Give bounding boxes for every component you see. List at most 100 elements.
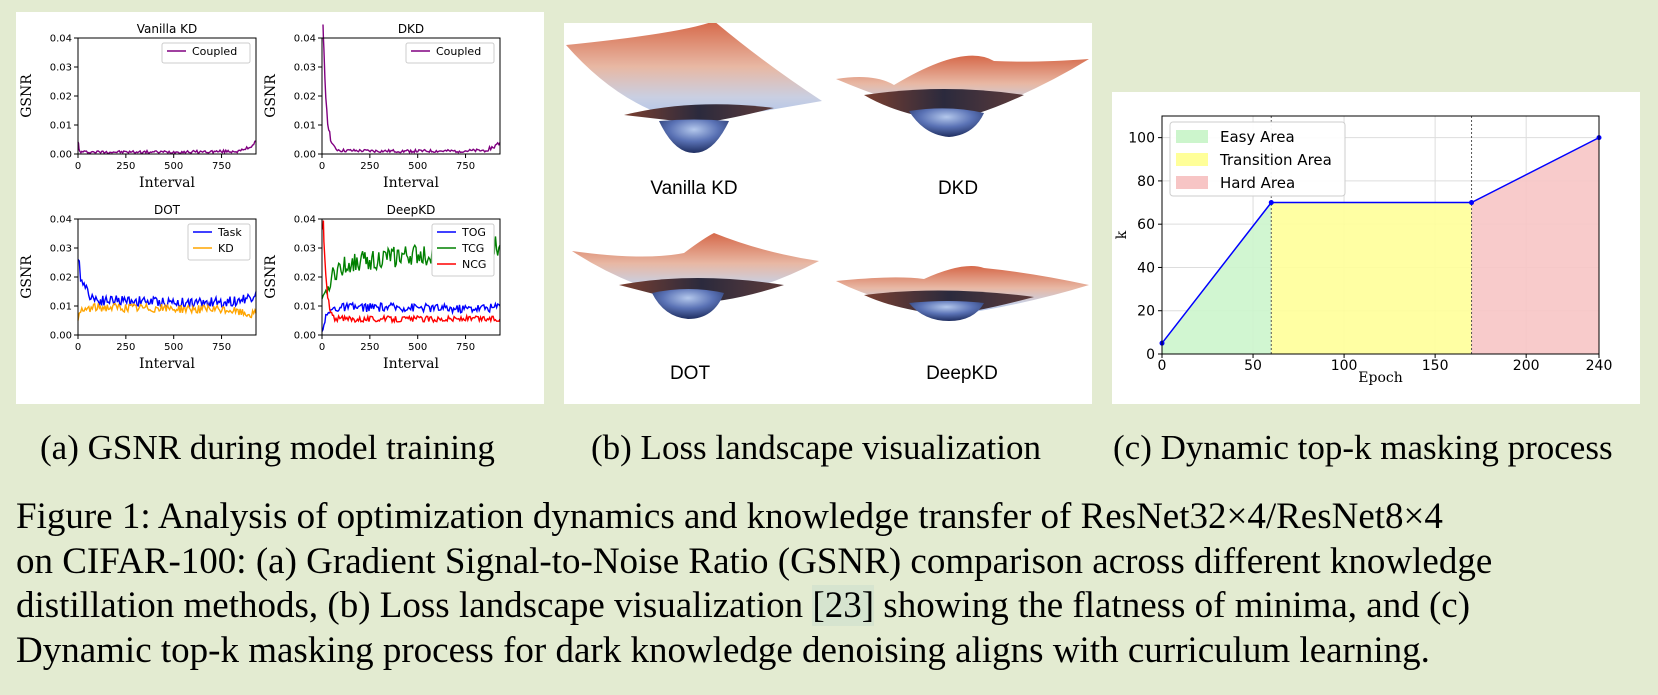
y-axis-label: k [1114, 230, 1130, 239]
legend-label: Coupled [436, 45, 481, 58]
y-tick-label: 0.02 [294, 92, 316, 103]
legend-box [161, 42, 251, 64]
region-transition-area [1271, 202, 1472, 354]
y-tick-label: 0.04 [50, 34, 72, 45]
series-line-task [77, 258, 257, 311]
caption-line-3a: distillation methods, (b) Loss landscape… [16, 585, 813, 626]
topk-point [1268, 200, 1274, 206]
y-tick-label: 0.02 [50, 273, 72, 284]
topk-plot: 0 20 40 60 80 100 0 50 100 150 200 240 Epoch k Easy Ar… [1114, 115, 1613, 386]
panel-c-topk: 0 20 40 60 80 100 0 50 100 150 200 240 Epoch k Easy Ar… [1112, 92, 1640, 404]
x-tick-label: 240 [1586, 358, 1613, 374]
figure-caption: Figure 1: Analysis of optimization dynam… [16, 495, 1646, 673]
legend: Coupled [405, 42, 495, 64]
gsnr-charts: Vanilla KD 0.00 0.01 0.02 0.03 0.04 0 250 500 750… [19, 22, 501, 372]
citation-link[interactable]: [23] [812, 585, 875, 626]
subplot-0: Vanilla KD 0.00 0.01 0.02 0.03 0.04 0 250 500 750… [19, 22, 257, 191]
y-tick-label: 0 [1146, 347, 1155, 363]
x-tick-label: 500 [164, 161, 183, 172]
y-tick-label: 0.01 [50, 302, 72, 313]
legend-swatch [1176, 130, 1208, 143]
surface-dot [572, 233, 819, 319]
legend-label: Easy Area [1220, 128, 1295, 146]
x-tick-label: 0 [319, 161, 325, 172]
surface-deepkd [836, 266, 1089, 321]
y-tick-label: 0.04 [294, 215, 316, 226]
x-tick-label: 750 [212, 342, 231, 353]
y-tick-label: 0.03 [294, 244, 316, 255]
x-tick-label: 0 [75, 161, 81, 172]
x-tick-label: 500 [164, 342, 183, 353]
x-axis-label: Interval [139, 175, 195, 191]
series-line-tog [321, 301, 501, 332]
region-hard-area [1471, 137, 1599, 354]
panel-b-loss-landscape: Vanilla KD DKD DOT DeepKD [564, 21, 1092, 404]
axes-frame [1161, 115, 1600, 355]
x-tick-label: 150 [1422, 358, 1449, 374]
legend-swatch [1176, 176, 1208, 189]
x-tick-label: 50 [1244, 358, 1262, 374]
legend-box [405, 42, 495, 64]
x-axis-label: Epoch [1358, 370, 1402, 386]
surface-dkd [836, 55, 1089, 137]
x-tick-label: 500 [408, 342, 427, 353]
caption-line-4: Dynamic top-k masking process for dark k… [16, 629, 1430, 671]
caption-line-1: Figure 1: Analysis of optimization dynam… [16, 496, 1443, 537]
caption-line-2: on CIFAR-100: (a) Gradient Signal-to-Noi… [16, 540, 1493, 582]
x-tick-label: 0 [319, 342, 325, 353]
y-tick-label: 0.01 [50, 121, 72, 132]
x-tick-label: 250 [116, 342, 135, 353]
subplot-title: Vanilla KD [137, 22, 198, 36]
caption-line-3b: showing the flatness of minima, and (c) [874, 585, 1471, 626]
subplot-1: DKD 0.00 0.01 0.02 0.03 0.04 0 250 500 750 Interva… [263, 22, 501, 191]
y-tick-label: 0.02 [294, 273, 316, 284]
legend-label: KD [218, 242, 234, 255]
y-tick-label: 0.04 [50, 215, 72, 226]
y-tick-label: 0.02 [50, 92, 72, 103]
y-axis-label: GSNR [263, 255, 279, 299]
legend: Coupled [161, 42, 251, 64]
legend: Task KD [187, 223, 251, 261]
x-tick-label: 200 [1513, 358, 1540, 374]
x-tick-label: 750 [456, 342, 475, 353]
x-tick-label: 750 [212, 161, 231, 172]
y-tick-label: 0.04 [294, 34, 316, 45]
series-line-coupled [322, 24, 501, 155]
y-axis-label: GSNR [19, 74, 35, 118]
y-axis-label: GSNR [19, 255, 35, 299]
y-tick-label: 60 [1137, 217, 1155, 233]
x-axis-label: Interval [139, 356, 195, 372]
legend-label: Transition Area [1219, 151, 1332, 169]
legend-box [1169, 121, 1346, 197]
legend-swatch [1176, 153, 1208, 166]
y-tick-label: 0.03 [294, 63, 316, 74]
surface-label-dot: DOT [670, 363, 711, 384]
x-tick-label: 0 [1158, 358, 1167, 374]
caption-c: (c) Dynamic top-k masking process [1113, 428, 1613, 467]
panel-a-gsnr: Vanilla KD 0.00 0.01 0.02 0.03 0.04 0 250 500 750… [16, 12, 544, 404]
y-tick-label: 100 [1128, 131, 1155, 147]
y-tick-label: 0.00 [294, 150, 316, 161]
legend: TOG TCG NCG [431, 223, 495, 277]
x-axis-label: Interval [383, 356, 439, 372]
subplot-title: DKD [398, 22, 424, 36]
y-tick-label: 20 [1137, 304, 1155, 320]
y-tick-label: 0.00 [50, 150, 72, 161]
topk-point [1469, 200, 1475, 206]
caption-line-3: distillation methods, (b) Loss landscape… [16, 584, 1646, 629]
series-line-coupled [77, 140, 257, 155]
x-tick-label: 250 [360, 342, 379, 353]
y-tick-label: 0.00 [50, 331, 72, 342]
surface-label-vanilla-kd: Vanilla KD [650, 178, 737, 199]
caption-a: (a) GSNR during model training [40, 428, 495, 467]
x-tick-label: 750 [456, 161, 475, 172]
legend-box [187, 223, 251, 261]
loss-landscape-figure: Vanilla KD DKD DOT DeepKD [566, 21, 1089, 384]
legend-label: Coupled [192, 45, 237, 58]
surface-label-deepkd: DeepKD [926, 363, 998, 384]
subplot-3: DeepKD 0.00 0.01 0.02 0.03 0.04 0 250 500 750 Inte… [263, 203, 501, 372]
legend-label: TOG [461, 226, 486, 239]
legend-label: Task [217, 226, 242, 239]
x-tick-label: 0 [75, 342, 81, 353]
y-tick-label: 0.01 [294, 121, 316, 132]
